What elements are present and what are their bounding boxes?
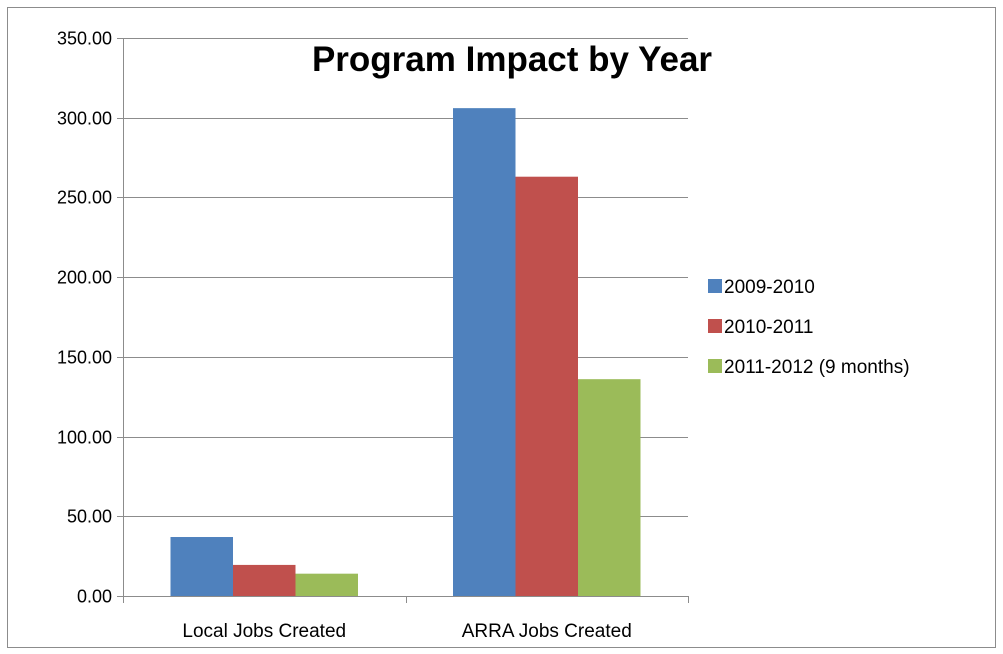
y-tick-label: 200.00: [57, 268, 112, 288]
bar-2009-2010-1: [453, 108, 516, 597]
y-tick-label: 300.00: [57, 109, 112, 129]
legend-swatch: [708, 319, 722, 333]
x-category-label: ARRA Jobs Created: [462, 621, 632, 642]
bar-2011-2012-9-months--1: [578, 379, 641, 596]
x-category-labels: Local Jobs Created ARRA Jobs Created: [182, 621, 631, 642]
bar-2011-2012-9-months--0: [295, 573, 358, 596]
bar-2009-2010-0: [170, 537, 233, 596]
y-tick-label: 100.00: [57, 428, 112, 448]
y-tick-label: 350.00: [57, 29, 112, 49]
bar-2010-2011-1: [515, 176, 578, 596]
legend-label: 2009-2010: [724, 277, 815, 298]
axes: [123, 38, 689, 603]
y-tick-labels: 0.00 50.00 100.00 150.00 200.00 250.00 300.00 3…: [57, 29, 112, 607]
legend-swatch: [708, 359, 722, 373]
y-tick-label: 250.00: [57, 188, 112, 208]
y-tick-label: 50.00: [67, 507, 112, 527]
chart-title: Program Impact by Year: [312, 40, 712, 79]
x-category-label: Local Jobs Created: [182, 621, 346, 642]
legend-label: 2010-2011: [724, 317, 813, 338]
bar-2010-2011-0: [233, 564, 296, 596]
legend: 2009-2010 2010-2011 2011-2012 (9 months): [708, 277, 910, 378]
bars: [170, 108, 641, 597]
y-tick-label: 0.00: [77, 587, 112, 607]
legend-label: 2011-2012 (9 months): [724, 357, 910, 378]
y-tick-label: 150.00: [57, 348, 112, 368]
legend-swatch: [708, 279, 722, 293]
